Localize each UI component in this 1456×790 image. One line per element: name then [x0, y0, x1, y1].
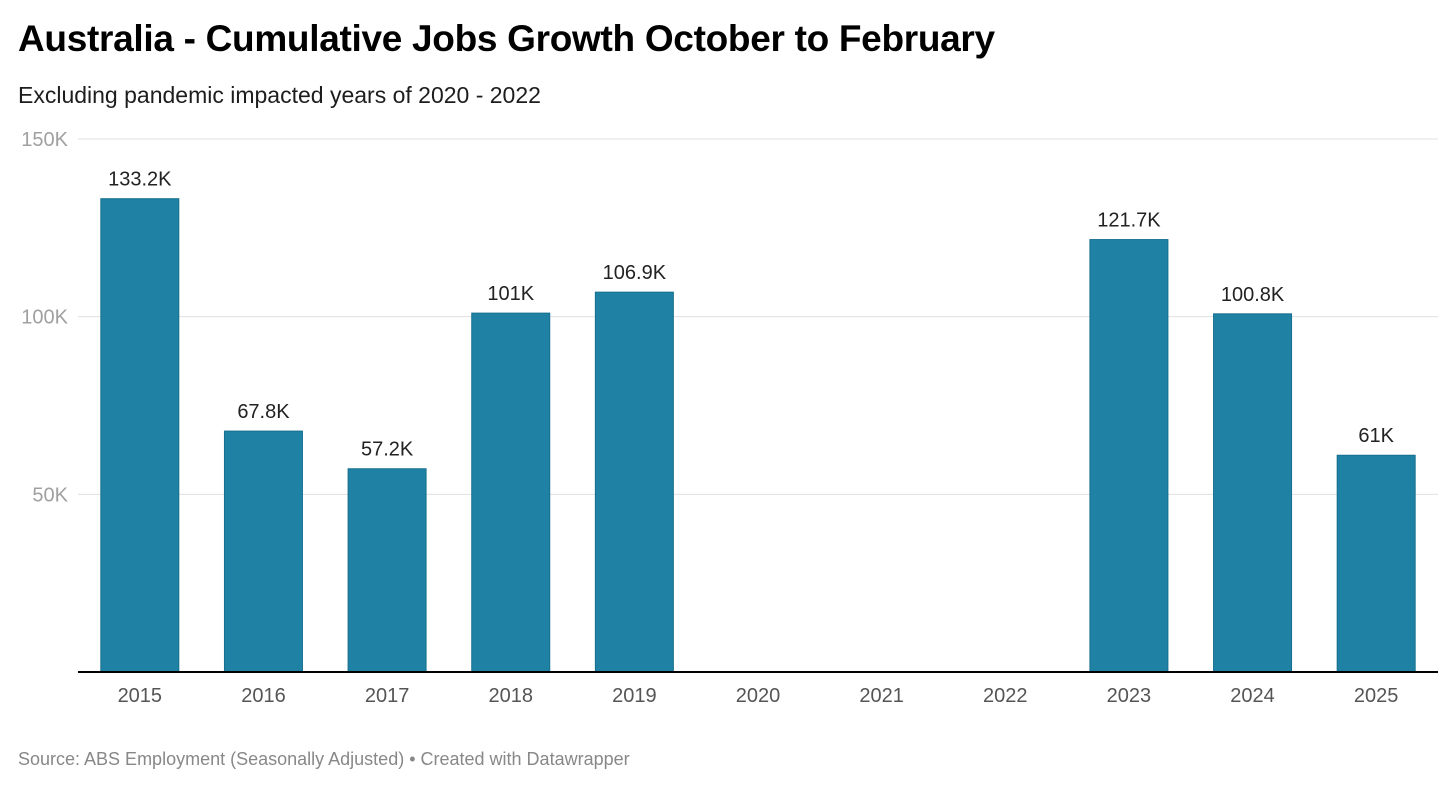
bar: [1336, 454, 1416, 673]
data-label: 67.8K: [237, 401, 290, 423]
chart-subtitle: Excluding pandemic impacted years of 202…: [18, 82, 541, 108]
source-note: Source: ABS Employment (Seasonally Adjus…: [18, 749, 630, 769]
x-tick-label: 2025: [1354, 685, 1399, 707]
x-tick-label: 2016: [241, 685, 286, 707]
bar: [223, 430, 303, 673]
bar: [471, 312, 551, 673]
x-tick-label: 2019: [612, 685, 657, 707]
data-label: 133.2K: [108, 169, 172, 191]
x-tick-label: 2017: [365, 685, 410, 707]
bar: [1089, 239, 1169, 673]
y-tick-label: 150K: [21, 129, 68, 151]
data-label: 57.2K: [361, 439, 414, 461]
data-label: 121.7K: [1097, 210, 1161, 232]
data-label: 106.9K: [603, 262, 667, 284]
bar: [100, 198, 180, 673]
x-tick-label: 2015: [118, 685, 163, 707]
bars: [100, 198, 1416, 673]
x-tick-label: 2024: [1230, 685, 1275, 707]
bar: [594, 291, 674, 673]
chart-title: Australia - Cumulative Jobs Growth Octob…: [18, 18, 995, 59]
data-label: 101K: [487, 283, 534, 305]
labels: 50K 100K 150K 133.2K 2015 67.8K 2016 57.2K 2017 1…: [21, 129, 1398, 707]
y-tick-label: 100K: [21, 307, 68, 329]
x-tick-label: 2023: [1107, 685, 1152, 707]
data-label: 61K: [1358, 425, 1394, 447]
bar: [1213, 313, 1293, 673]
x-tick-label: 2021: [859, 685, 904, 707]
bar: [347, 468, 427, 673]
gridlines: [78, 138, 1438, 495]
x-tick-label: 2018: [488, 685, 533, 707]
data-label: 100.8K: [1221, 284, 1285, 306]
x-tick-label: 2022: [983, 685, 1028, 707]
y-tick-label: 50K: [32, 484, 68, 506]
x-tick-label: 2020: [736, 685, 781, 707]
